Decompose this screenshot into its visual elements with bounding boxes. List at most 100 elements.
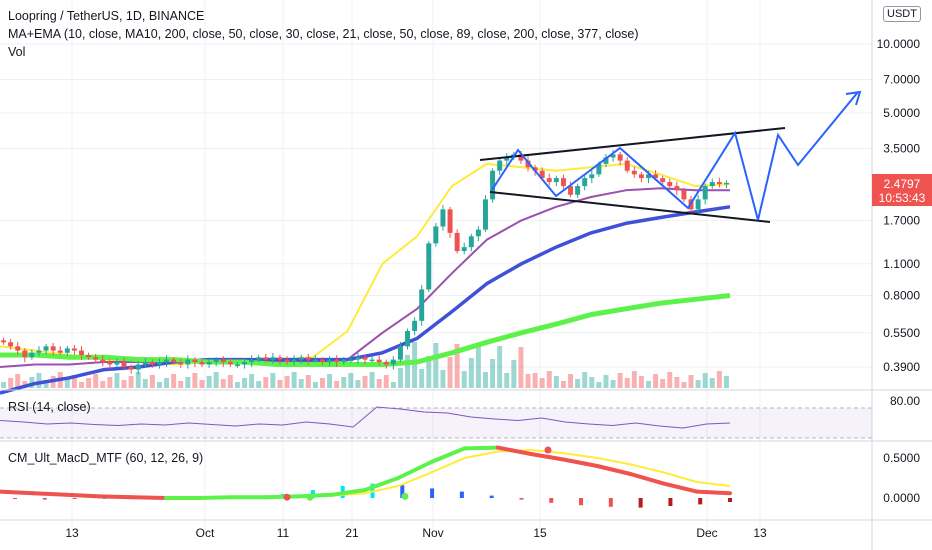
volume-bar [468, 358, 474, 388]
candle-body [227, 362, 233, 365]
candle-body [702, 186, 708, 200]
candle-body [334, 359, 340, 363]
volume-bar [319, 378, 325, 388]
volume-bar [298, 379, 304, 388]
candle-body [412, 320, 418, 331]
macd-line-segment [97, 494, 135, 500]
candle-body [327, 359, 333, 363]
candle-body [369, 359, 375, 362]
volume-bar [114, 373, 120, 388]
currency-badge[interactable]: USDT [883, 6, 921, 22]
candle-body [64, 348, 70, 353]
candlesticks [1, 149, 729, 375]
volume-bar [149, 375, 155, 388]
time-tick-label: 15 [533, 526, 547, 540]
candle-body [284, 359, 290, 363]
candle-body [397, 346, 403, 360]
volume-bar [539, 378, 545, 388]
candle-body [575, 186, 581, 195]
candle-body [390, 359, 396, 365]
candle-body [50, 346, 56, 351]
grid-lines [0, 0, 872, 530]
volume-bar [674, 377, 680, 388]
macd-legend[interactable]: CM_Ult_MacD_MTF (60, 12, 26, 9) [8, 451, 204, 465]
macd-line-segment [462, 445, 500, 451]
volume-bar [646, 381, 651, 388]
volume-bar [284, 376, 290, 388]
candle-body [560, 178, 566, 187]
volume-bar [156, 382, 162, 388]
candle-body [362, 357, 368, 360]
candle-body [93, 357, 99, 360]
macd-line-segment [329, 488, 367, 497]
macd-line-segment [396, 460, 434, 480]
volume-bar [695, 380, 701, 388]
volume-bar [638, 376, 644, 388]
symbol-title[interactable]: Loopring / TetherUS, 1D, BINANCE [8, 9, 205, 23]
candle-body [525, 160, 531, 168]
volume-bar [405, 355, 411, 388]
volume-bar [341, 377, 347, 388]
candle-body [341, 359, 347, 363]
volume-bar [483, 372, 488, 388]
volume-bar [213, 372, 219, 388]
volume-bar [79, 382, 84, 388]
volume-bar [376, 379, 382, 388]
volume-bar [256, 381, 262, 388]
volume-bar [185, 377, 191, 388]
candle-body [312, 359, 318, 362]
price-tick-label: 5.0000 [883, 106, 920, 120]
macd-histogram-bar [668, 498, 673, 506]
candle-body [256, 357, 262, 360]
volume-bar [71, 375, 77, 388]
candle-body [22, 350, 28, 358]
candle-body [582, 178, 588, 187]
candle-body [185, 359, 191, 365]
candle-body [709, 182, 715, 187]
volume-bar [327, 374, 333, 388]
macd-histogram-bar [698, 498, 703, 505]
ma-ema-legend[interactable]: MA+EMA (10, close, MA10, 200, close, 50,… [8, 27, 639, 41]
rsi-legend[interactable]: RSI (14, close) [8, 400, 91, 414]
volume-bar [560, 381, 566, 388]
macd-line-segment [130, 495, 168, 500]
candle-body [674, 186, 680, 191]
candle-body [405, 330, 411, 347]
candle-body [79, 350, 84, 355]
candle-body [149, 362, 155, 365]
price-tick-label: 3.5000 [883, 142, 920, 156]
macd-histogram-bar [400, 485, 405, 498]
candle-body [121, 362, 127, 367]
candle-body [199, 362, 205, 365]
volume-bar [497, 346, 503, 388]
volume-bar [709, 378, 715, 388]
candle-body [192, 359, 198, 363]
candle-body [568, 186, 574, 195]
volume-bar [142, 379, 148, 388]
volume-bar [107, 377, 113, 388]
time-tick-label: Dec [696, 526, 717, 540]
volume-bar [660, 379, 666, 388]
candle-body [43, 346, 49, 351]
candle-body [298, 357, 304, 360]
volume-bar [589, 377, 595, 388]
macd-cross-dot [401, 492, 409, 500]
volume-legend[interactable]: Vol [8, 45, 26, 59]
macd-cross-dot [306, 493, 314, 501]
volume-bar [227, 375, 233, 388]
candle-body [624, 160, 630, 171]
volume-bar [610, 380, 616, 388]
volume-bar [93, 374, 99, 388]
pattern-drawings[interactable] [479, 90, 862, 223]
volume-bar [355, 380, 361, 388]
volume-bar [475, 345, 481, 388]
candle-body [220, 359, 226, 363]
volume-bar [681, 382, 687, 388]
time-tick-label: Nov [422, 526, 443, 540]
price-tick-label: 7.0000 [883, 73, 920, 87]
candle-body [164, 359, 170, 363]
volume-bar [171, 374, 177, 388]
volume-bar [390, 382, 396, 388]
